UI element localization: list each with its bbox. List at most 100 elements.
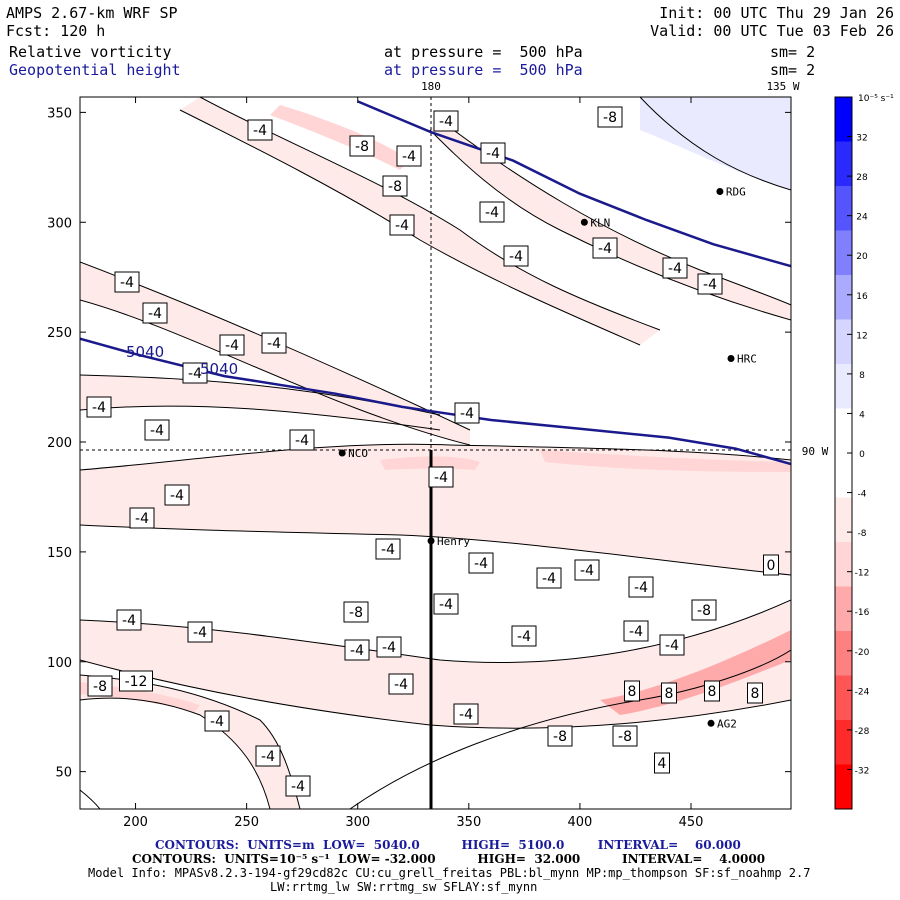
contour-label-text: -8 [355,139,369,155]
vorticity-contour-label: -4 [468,552,494,574]
y-tick-label: 50 [55,766,72,781]
contour-label-text: -4 [267,336,281,352]
colorbar-segment [835,764,852,809]
contour-label-box [662,257,688,279]
grid-label-right: 90 W [802,445,829,458]
contour-label-text: -4 [439,114,453,130]
vort-contour [80,524,791,576]
contour-label-box [182,362,208,384]
colorbar-segment [835,497,852,542]
colorbar-segment [835,364,852,409]
vort-contour [80,405,441,431]
contour-label-box [87,675,113,697]
vorticity-contour-label: -4 [142,302,168,324]
contour-label-text: -4 [580,563,594,579]
vort-contour [80,299,471,446]
y-tick-label: 150 [47,546,72,561]
contour-label-text: -8 [388,179,402,195]
contour-label-text: -4 [665,638,679,654]
contour-label-box [763,554,779,576]
colorbar-segment [835,720,852,765]
vorticity-contour-label: -4 [114,271,140,293]
vort-band-upper-left-2 [80,375,440,430]
vorticity-contour-label: -4 [261,332,287,354]
contour-label-text: -4 [542,571,556,587]
station-label: AG2 [717,717,737,730]
vorticity-contour-label: -4 [344,639,370,661]
vorticity-contour-label: -8 [612,725,638,747]
y-tick-label: 250 [47,326,72,341]
contour-label-box [503,245,529,267]
vorticity-contour-label: -4 [433,110,459,132]
contour-label-box [247,119,273,141]
colorbar-segment [835,230,852,275]
vorticity-contour-label: -4 [219,334,245,356]
contour-label-box [612,725,638,747]
x-tick-label: 300 [345,815,370,830]
vorticity-contour-label: -4 [574,559,600,581]
contour-label-text: -4 [210,714,224,730]
station-marker [727,355,735,363]
plot-frame [79,96,792,810]
contour-label-box [344,639,370,661]
vorticity-label-layer: -4 -8 -4 -8 -4 -4 -4 -4 -4 -4 -4 -4 -4 -4 -4 -4 -4 -4 -4 -4… [86,106,779,797]
x-tick-label: 400 [568,815,593,830]
station-marker [580,218,588,226]
vorticity-contour-label: 8 [624,680,640,702]
station-label: KLN [590,216,610,229]
vorticity-contour-label: -8 [547,725,573,747]
colorbar-tick-label: 0 [859,450,865,460]
colorbar-segment [835,542,852,587]
contour-label-box [255,745,281,767]
vorticity-shading [80,97,791,809]
station-label: Henry [437,535,470,548]
vorticity-contour-label: -4 [285,775,311,797]
y-tick-label: 350 [47,106,72,121]
vorticity-contour-label: -4 [389,214,415,236]
contour-label-box [376,636,402,658]
contour-label-box [343,601,369,623]
station-label: RDG [726,185,746,198]
contour-label-text: -4 [598,241,612,257]
contour-label-text: 8 [751,686,760,702]
field1-smoothing: sm= 2 [770,43,816,61]
vort-contour [639,97,791,191]
field1-level: at pressure = 500 hPa [384,43,583,61]
vort-band-nw-inner [270,105,410,170]
colorbar-segment [835,186,852,231]
contour-label-text: -8 [618,729,632,745]
colorbar-tick-label: 16 [856,292,868,302]
contour-label-text: -4 [295,433,309,449]
contour-label-text: -4 [439,597,453,613]
contour-label-text: -4 [188,366,202,382]
y-tick-label: 100 [47,656,72,671]
contour-label-text: -4 [434,470,448,486]
colorbar: 32 28 24 20 16 12 8 4 0 -4 -8 -12 -16 -20 -24 -28 -32 [834,96,870,810]
vorticity-contour-label: -4 [388,673,414,695]
contour-label-text: -4 [120,275,134,291]
colorbar-tick-label: -20 [855,648,870,658]
contour-label-box [261,332,287,354]
vorticity-contour-label: -4 [479,201,505,223]
height-label-5040-a: 5040 [126,343,164,361]
contour-label-text: 8 [628,684,637,700]
colorbar-segment [835,675,852,720]
vort-contour [429,129,791,321]
vorticity-contour-label: -8 [87,675,113,697]
contour-label-text: -4 [135,511,149,527]
contour-label-box [628,576,654,598]
colorbar-tick-label: 8 [859,371,865,381]
vorticity-contour-label: -4 [480,142,506,164]
height-label-5040-b: 5040 [200,360,238,378]
vorticity-contour-label: -8 [691,599,717,621]
field1-name: Relative vorticity [9,43,172,61]
vorticity-contour-label: -4 [289,429,315,451]
vorticity-contour-label: 8 [747,682,763,704]
x-axis: 200 250 300 350 400 450 [123,97,703,830]
contour-label-box [349,135,375,157]
contour-label-text: -4 [381,542,395,558]
contour-label-text: -4 [486,146,500,162]
station-marker [338,449,346,457]
vorticity-contour-label: -4 [433,593,459,615]
contour-label-box [479,201,505,223]
